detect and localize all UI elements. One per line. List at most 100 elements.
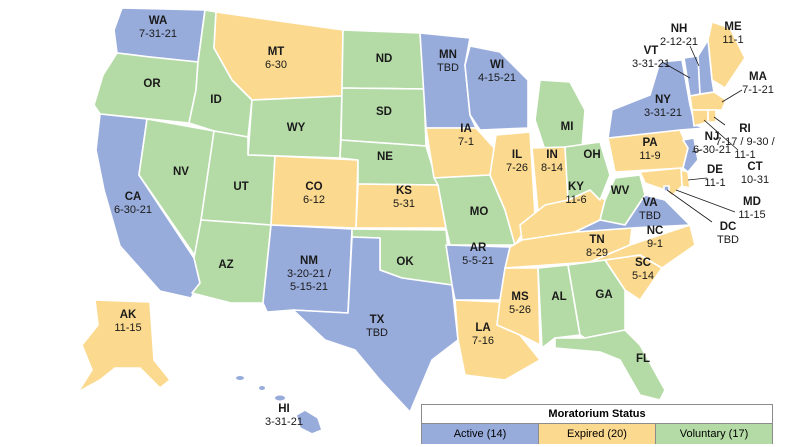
state-date-tn: 8-29 [586, 247, 608, 259]
state-date-in: 8-14 [541, 162, 563, 174]
state-tx[interactable] [292, 236, 459, 413]
state-code-ca: CA [125, 191, 142, 203]
state-code-ri: RI [739, 123, 751, 135]
state-code-ga: GA [595, 289, 612, 301]
state-date-me: 11-1 [722, 34, 743, 46]
state-date-sc: 5-14 [632, 270, 654, 282]
state-code-nv: NV [173, 166, 189, 178]
state-nh[interactable] [697, 39, 715, 95]
legend-title: Moratorium Status [422, 405, 772, 424]
state-code-id: ID [210, 94, 222, 106]
state-code-nj: NJ [705, 131, 720, 143]
state-date-wa: 7-31-21 [139, 28, 177, 40]
state-ak[interactable] [77, 299, 171, 393]
legend-expired: Expired (20) [539, 424, 656, 444]
state-date-ny: 3-31-21 [644, 107, 682, 119]
state-code-in: IN [546, 149, 558, 161]
state-nc[interactable] [589, 224, 696, 269]
state-date-ca: 6-30-21 [114, 204, 152, 216]
state-code-sd: SD [376, 106, 392, 118]
state-code-ks: KS [396, 185, 412, 197]
state-code-az: AZ [218, 259, 233, 271]
state-date-ma: 7-1-21 [742, 84, 774, 96]
state-date-la: 7-16 [472, 335, 494, 347]
state-fl[interactable] [554, 329, 666, 401]
state-md[interactable] [639, 167, 683, 197]
state-date-tx: TBD [366, 327, 388, 339]
state-code-al: AL [551, 291, 566, 303]
state-code-fl: FL [636, 353, 650, 365]
state-code-ut: UT [233, 181, 248, 193]
state-code-hi: HI [278, 403, 290, 415]
state-date-va: TBD [639, 210, 661, 222]
state-code-nc: NC [647, 225, 664, 237]
state-date-ia: 7-1 [458, 136, 474, 148]
state-ct[interactable] [691, 109, 709, 127]
legend-voluntary: Voluntary (17) [656, 424, 772, 444]
state-date-nj: 6-30-21 [693, 144, 731, 156]
state-date-pa: 11-9 [639, 150, 660, 162]
state-date-md: 11-15 [738, 209, 765, 221]
state-code-ne: NE [377, 151, 393, 163]
state-code-la: LA [475, 322, 490, 334]
state-code-tx: TX [370, 314, 385, 326]
state-date-vt: 3-31-21 [632, 58, 670, 70]
state-code-wa: WA [149, 15, 168, 27]
state-shapes [77, 7, 746, 435]
state-va[interactable] [574, 194, 691, 233]
state-ar[interactable] [445, 244, 511, 301]
state-date-ms: 5-26 [509, 304, 531, 316]
state-code-de: DE [707, 164, 723, 176]
state-code-ky: KY [568, 181, 584, 193]
state-ma[interactable] [689, 91, 727, 111]
state-date-dc: TBD [717, 234, 739, 246]
state-code-pa: PA [642, 137, 657, 149]
state-code-va: VA [642, 197, 657, 209]
state-date-extra-ri: 11-1 [734, 149, 755, 161]
state-mi[interactable] [534, 79, 586, 151]
state-date-nh: 2-12-21 [660, 36, 698, 48]
state-code-dc: DC [720, 221, 737, 233]
state-oh[interactable] [564, 141, 611, 201]
state-code-or: OR [143, 78, 161, 90]
state-code-ma: MA [749, 71, 767, 83]
state-code-ny: NY [655, 94, 671, 106]
state-code-tn: TN [589, 234, 604, 246]
state-date-ct: 10-31 [741, 174, 769, 186]
state-code-wi: WI [490, 59, 504, 71]
state-code-mt: MT [268, 46, 285, 58]
state-code-ar: AR [470, 242, 487, 254]
state-code-nd: ND [376, 53, 393, 65]
state-code-nh: NH [671, 23, 688, 35]
state-date-il: 7-26 [506, 162, 528, 174]
state-al[interactable] [537, 264, 581, 349]
state-date-ky: 11-6 [565, 194, 586, 206]
state-date-nm: 3-20-21 / [287, 268, 332, 280]
state-tn[interactable] [504, 227, 633, 269]
state-code-sc: SC [635, 257, 651, 269]
state-dc[interactable] [663, 185, 670, 192]
state-date-ak: 11-15 [114, 322, 141, 334]
state-date-de: 11-1 [704, 177, 725, 189]
state-date-ar: 5-5-21 [462, 255, 494, 267]
legend: Moratorium Status Active (14) Expired (2… [421, 404, 773, 444]
state-code-il: IL [512, 149, 522, 161]
state-code-vt: VT [644, 45, 659, 57]
state-hi[interactable] [295, 409, 323, 435]
legend-active: Active (14) [422, 424, 539, 444]
state-code-wv: WV [611, 185, 630, 197]
state-date-ks: 5-31 [393, 198, 415, 210]
state-ri[interactable] [707, 109, 717, 123]
state-code-mn: MN [439, 49, 457, 61]
callout-lines [661, 45, 743, 223]
state-labels: WA7-31-21ORCA6-30-21NVIDMT6-30WYUTAZCO6-… [114, 15, 776, 428]
state-code-ok: OK [396, 256, 414, 268]
state-code-wy: WY [287, 122, 306, 134]
state-wi[interactable] [464, 45, 529, 131]
state-date-co: 6-12 [303, 194, 325, 206]
state-code-mo: MO [470, 206, 489, 218]
state-code-co: CO [305, 181, 322, 193]
state-date-mt: 6-30 [265, 59, 287, 71]
state-code-md: MD [743, 196, 761, 208]
